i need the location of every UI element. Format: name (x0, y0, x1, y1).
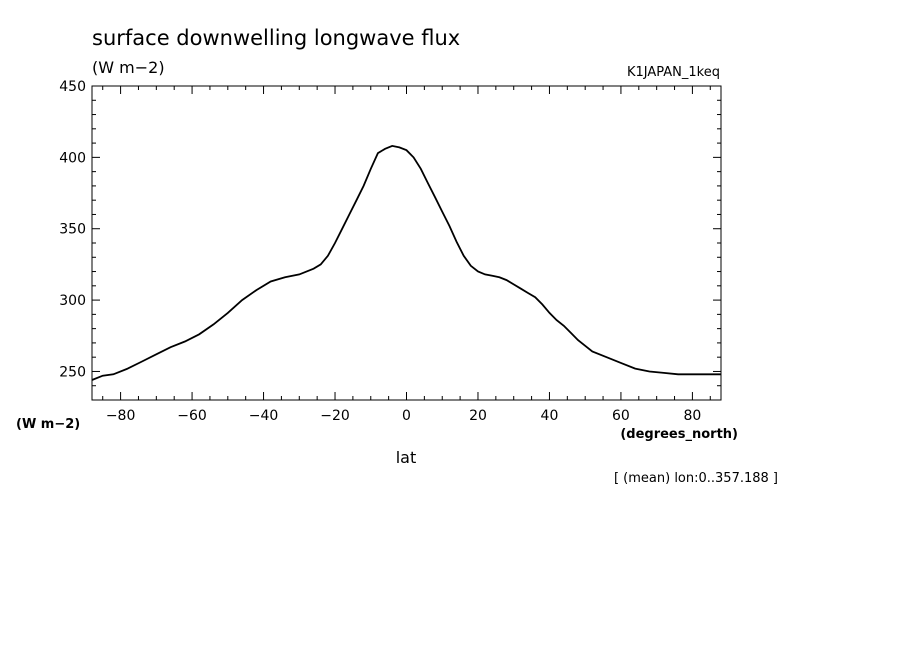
chart-title: surface downwelling longwave flux (92, 26, 460, 50)
axis-ticks (92, 85, 721, 401)
x-tick-labels: −80 −60 −40 −20 0 20 40 60 80 (106, 408, 702, 424)
title-units: (W m−2) (92, 58, 165, 77)
x-tick-label: 0 (402, 408, 411, 424)
x-axis-label: lat (396, 448, 417, 467)
x-tick-label: −40 (249, 408, 279, 424)
y-tick-label: 400 (59, 150, 86, 166)
y-tick-label: 350 (59, 222, 86, 238)
x-tick-label: −60 (177, 408, 207, 424)
x-tick-label: 20 (469, 408, 487, 424)
y-tick-label: 300 (59, 293, 86, 309)
x-axis-units: (degrees_north) (620, 427, 738, 442)
x-tick-label: −20 (320, 408, 350, 424)
footnote: [ (mean) lon:0..357.188 ] (614, 471, 778, 486)
y-axis-label: (W m−2) (16, 417, 80, 432)
x-tick-label: 40 (541, 408, 559, 424)
x-tick-label: −80 (106, 408, 136, 424)
y-tick-label: 450 (59, 79, 86, 95)
x-tick-label: 60 (612, 408, 630, 424)
y-tick-labels: 250 300 350 400 450 (59, 79, 86, 380)
plot-frame (91, 85, 722, 401)
x-tick-label: 80 (683, 408, 701, 424)
dataset-label: K1JAPAN_1keq (627, 65, 720, 80)
y-tick-label: 250 (59, 364, 86, 380)
series-line (91, 144, 721, 381)
